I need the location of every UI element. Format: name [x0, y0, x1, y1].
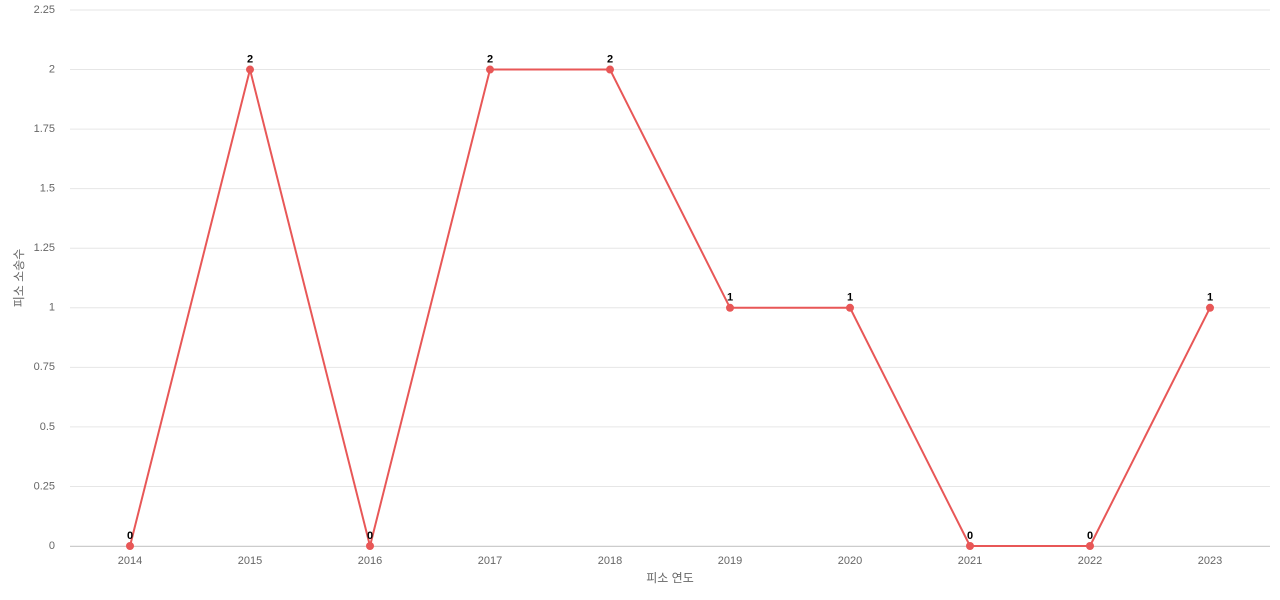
data-label: 0: [127, 530, 133, 542]
data-point: [606, 65, 614, 74]
x-tick-label: 2015: [238, 555, 262, 567]
x-tick-label: 2023: [1198, 555, 1222, 567]
data-point: [246, 65, 254, 74]
data-point: [486, 65, 494, 74]
y-tick-label: 2.25: [34, 4, 55, 16]
x-tick-label: 2021: [958, 555, 982, 567]
x-tick-label: 2017: [478, 555, 502, 567]
data-point: [966, 542, 974, 550]
x-axis-title: 피소 연도: [646, 571, 694, 585]
data-label: 1: [727, 292, 733, 304]
y-tick-label: 0.75: [34, 361, 55, 373]
y-tick-label: 1.5: [40, 183, 55, 195]
x-tick-label: 2019: [718, 555, 742, 567]
x-tick-label: 2020: [838, 555, 862, 567]
data-label: 1: [1207, 292, 1213, 304]
data-point: [846, 303, 854, 312]
y-tick-label: 1.75: [34, 123, 55, 135]
data-label: 2: [487, 53, 493, 65]
data-label: 0: [967, 530, 973, 542]
y-tick-label: 0.5: [40, 421, 55, 433]
x-tick-label: 2018: [598, 555, 622, 567]
data-label: 2: [247, 53, 253, 65]
data-point: [1206, 303, 1214, 312]
data-point: [126, 542, 134, 550]
x-tick-label: 2014: [118, 555, 142, 567]
data-label: 1: [847, 292, 853, 304]
y-tick-label: 1.25: [34, 242, 55, 254]
data-point: [1086, 542, 1094, 550]
series-line: [129, 68, 1211, 547]
y-tick-label: 1: [49, 302, 55, 314]
data-label: 0: [367, 530, 373, 542]
x-tick-label: 2016: [358, 555, 382, 567]
y-tick-label: 0.25: [34, 480, 55, 492]
data-point: [726, 303, 734, 312]
data-label: 2: [607, 53, 613, 65]
y-tick-label: 0: [49, 540, 55, 552]
x-tick-label: 2022: [1078, 555, 1102, 567]
data-label: 0: [1087, 530, 1093, 542]
y-tick-label: 2: [49, 63, 55, 75]
data-point: [366, 542, 374, 550]
y-axis-title: 피소 소송수: [12, 249, 26, 308]
